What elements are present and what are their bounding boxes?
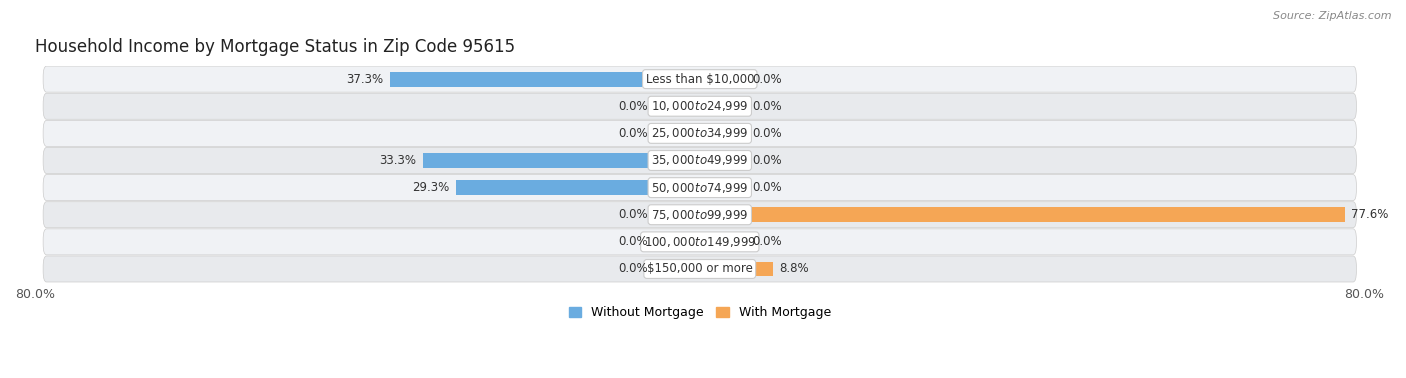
Text: Less than $10,000: Less than $10,000 bbox=[645, 73, 754, 86]
Text: 37.3%: 37.3% bbox=[346, 73, 384, 86]
Bar bbox=[700, 207, 1344, 222]
Bar bbox=[389, 72, 700, 87]
Bar bbox=[700, 99, 745, 114]
FancyBboxPatch shape bbox=[44, 175, 1357, 201]
Text: 77.6%: 77.6% bbox=[1351, 208, 1389, 221]
FancyBboxPatch shape bbox=[44, 120, 1357, 146]
Text: $25,000 to $34,999: $25,000 to $34,999 bbox=[651, 126, 748, 140]
FancyBboxPatch shape bbox=[44, 147, 1357, 174]
Text: 0.0%: 0.0% bbox=[617, 262, 647, 276]
Bar bbox=[700, 72, 745, 87]
Text: 0.0%: 0.0% bbox=[752, 127, 782, 140]
Bar bbox=[700, 153, 745, 168]
Text: 29.3%: 29.3% bbox=[412, 181, 450, 194]
Bar bbox=[654, 262, 700, 276]
Text: $35,000 to $49,999: $35,000 to $49,999 bbox=[651, 153, 748, 167]
FancyBboxPatch shape bbox=[44, 256, 1357, 282]
Text: 0.0%: 0.0% bbox=[617, 235, 647, 248]
Text: $10,000 to $24,999: $10,000 to $24,999 bbox=[651, 99, 748, 113]
Text: 8.8%: 8.8% bbox=[779, 262, 810, 276]
Bar bbox=[423, 153, 700, 168]
Text: $75,000 to $99,999: $75,000 to $99,999 bbox=[651, 208, 748, 222]
Bar bbox=[654, 99, 700, 114]
Text: 0.0%: 0.0% bbox=[617, 208, 647, 221]
Bar bbox=[457, 180, 700, 195]
Text: $150,000 or more: $150,000 or more bbox=[647, 262, 752, 276]
Text: 0.0%: 0.0% bbox=[752, 181, 782, 194]
Text: 0.0%: 0.0% bbox=[752, 73, 782, 86]
Bar bbox=[654, 234, 700, 249]
Bar bbox=[700, 262, 773, 276]
Bar bbox=[700, 234, 745, 249]
Bar bbox=[654, 207, 700, 222]
Bar bbox=[654, 126, 700, 141]
Text: 0.0%: 0.0% bbox=[617, 100, 647, 113]
Legend: Without Mortgage, With Mortgage: Without Mortgage, With Mortgage bbox=[564, 301, 837, 324]
FancyBboxPatch shape bbox=[44, 66, 1357, 92]
Text: 0.0%: 0.0% bbox=[752, 235, 782, 248]
Bar bbox=[700, 126, 745, 141]
Text: 0.0%: 0.0% bbox=[752, 154, 782, 167]
Bar bbox=[700, 180, 745, 195]
Text: $50,000 to $74,999: $50,000 to $74,999 bbox=[651, 181, 748, 195]
FancyBboxPatch shape bbox=[44, 93, 1357, 119]
FancyBboxPatch shape bbox=[44, 202, 1357, 228]
Text: Source: ZipAtlas.com: Source: ZipAtlas.com bbox=[1274, 11, 1392, 21]
Text: $100,000 to $149,999: $100,000 to $149,999 bbox=[644, 235, 756, 249]
Text: 0.0%: 0.0% bbox=[617, 127, 647, 140]
FancyBboxPatch shape bbox=[44, 229, 1357, 255]
Text: 33.3%: 33.3% bbox=[380, 154, 416, 167]
Text: 0.0%: 0.0% bbox=[752, 100, 782, 113]
Text: Household Income by Mortgage Status in Zip Code 95615: Household Income by Mortgage Status in Z… bbox=[35, 38, 515, 56]
